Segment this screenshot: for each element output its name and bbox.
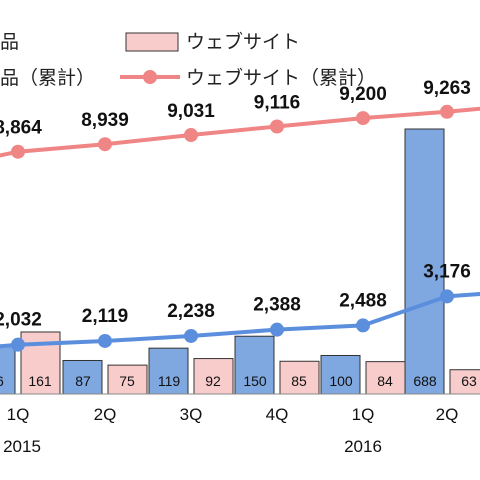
line-value-label: 9,116: [254, 93, 301, 114]
bar-blue: [62, 359, 103, 395]
bar-value-label: 87: [75, 373, 91, 389]
bar-value-label: 150: [243, 373, 267, 389]
line-value-label: 9,200: [339, 84, 387, 105]
legend-label-web-line: ウェブサイト（累計）: [186, 66, 376, 89]
x-tick-label: 4Q: [266, 405, 289, 424]
labels-group: 26 161 87 75 119 92 150 85 100 84 688 63 8,864 2,032 8…: [0, 78, 477, 389]
series-line: [0, 106, 480, 158]
line-point-web-cumulative: [184, 128, 198, 142]
line-point-cumulative: [440, 289, 454, 304]
line-point-cumulative: [11, 337, 25, 352]
line-point-web-cumulative: [356, 111, 370, 126]
bar-blue: [320, 354, 361, 395]
x-tick-label: 1Q: [7, 405, 30, 424]
lines-group: [0, 104, 480, 352]
line-value-label: 3,176: [423, 261, 471, 282]
bars-group: [0, 128, 480, 395]
bar-blue: [0, 344, 16, 395]
legend-swatch-web-bar: [125, 32, 179, 52]
bar-value-label: 84: [377, 373, 393, 389]
line-value-label: 8,939: [81, 110, 129, 131]
x-year-label: 2015: [3, 437, 41, 456]
x-axis: 1Q 2Q 3Q 4Q 1Q 2Q 2015 2016: [0, 393, 480, 456]
bar-value-label: 75: [119, 373, 135, 389]
line-point-web-cumulative: [270, 119, 284, 134]
line-point-cumulative: [98, 333, 112, 348]
bar-value-label: 26: [0, 373, 4, 389]
legend-label-bar-series: 品: [0, 32, 19, 53]
series-line: [0, 292, 480, 349]
x-tick-label: 2Q: [436, 405, 459, 424]
bar-value-label: 63: [461, 373, 477, 389]
x-tick-label: 3Q: [180, 405, 203, 424]
x-tick-label: 1Q: [352, 405, 375, 424]
bar-value-label: 119: [158, 373, 181, 389]
x-year-label: 2016: [344, 437, 382, 456]
line-point-web-cumulative: [440, 104, 454, 119]
legend: 品 ウェブサイト 品（累計） ウェブサイト（累計）: [0, 30, 376, 89]
line-point-web-cumulative: [11, 144, 25, 159]
line-point-cumulative: [270, 322, 284, 337]
bar-value-label: 688: [413, 373, 437, 389]
line-value-label: 2,032: [0, 310, 42, 331]
line-point-web-cumulative: [98, 137, 112, 152]
legend-label-web-bar: ウェブサイト: [186, 30, 300, 53]
bar-value-label: 100: [329, 373, 353, 389]
x-tick-label: 2Q: [94, 405, 117, 424]
line-value-label: 9,263: [423, 78, 471, 99]
line-value-label: 9,031: [167, 101, 215, 122]
line-value-label: 8,864: [0, 118, 42, 139]
bar-value-label: 85: [291, 373, 307, 389]
line-value-label: 2,119: [82, 306, 129, 327]
bar-value-label: 161: [28, 373, 52, 389]
line-point-cumulative: [356, 318, 370, 333]
legend-label-line-series: 品（累計）: [0, 67, 95, 89]
bar-value-label: 92: [205, 373, 221, 389]
line-value-label: 2,488: [339, 290, 387, 311]
legend-swatch-web-dot: [143, 70, 157, 84]
line-value-label: 2,388: [253, 295, 301, 316]
line-value-label: 2,238: [167, 301, 215, 322]
line-point-cumulative: [184, 328, 198, 343]
bar-blue: [404, 128, 445, 395]
